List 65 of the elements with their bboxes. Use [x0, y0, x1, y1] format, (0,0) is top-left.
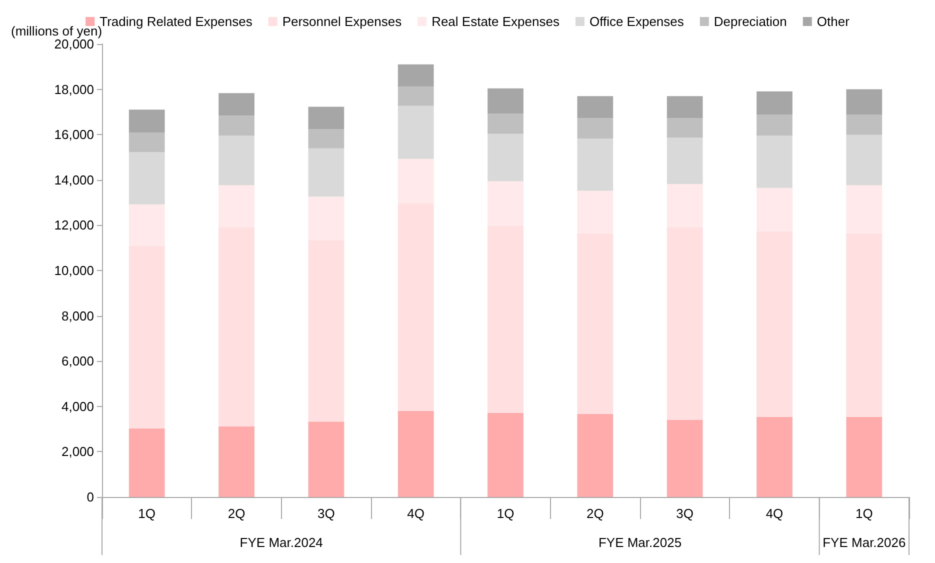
bar — [308, 148, 344, 197]
bar — [756, 136, 792, 188]
x-tick-label: 2Q — [228, 506, 246, 521]
bar — [666, 118, 703, 138]
bar — [218, 116, 254, 136]
legend-label: Real Estate Expenses — [432, 14, 560, 29]
y-tick-label: 0 — [86, 490, 94, 504]
x-tick-label: 4Q — [407, 506, 425, 521]
x-tick-label: 3Q — [676, 506, 694, 521]
bar — [398, 64, 434, 87]
x-tick-label: 2Q — [586, 506, 604, 521]
y-tick-label: 10,000 — [54, 263, 94, 278]
legend-label: Personnel Expenses — [282, 14, 402, 29]
y-tick-label: 18,000 — [54, 82, 94, 97]
bar — [218, 426, 254, 497]
text: FYE Mar.2026 — [822, 535, 906, 550]
y-tick-label: 2,000 — [61, 444, 94, 460]
y-tick-label: 4,000 — [61, 398, 94, 414]
bar — [398, 106, 434, 159]
bar — [666, 420, 703, 497]
bar — [577, 414, 614, 497]
bar — [308, 422, 344, 497]
y-tick-label: 16,000 — [54, 127, 94, 142]
bar — [756, 114, 792, 136]
legend-label: Trading Related Expenses — [100, 14, 253, 29]
x-tick-label: 4Q — [766, 506, 784, 521]
bar — [577, 138, 614, 191]
text: FYE Mar.2025 — [598, 535, 682, 550]
bar — [756, 416, 792, 497]
legend-label: Other — [816, 14, 850, 29]
bar — [488, 114, 524, 134]
bar — [846, 89, 882, 114]
y-tick-label: 6,000 — [61, 354, 94, 369]
bar — [666, 138, 703, 184]
x-tick-label: 3Q — [318, 506, 335, 521]
bar — [308, 106, 344, 129]
y-tick-label: 12,000 — [54, 218, 94, 233]
text: FYE Mar.2024 — [240, 535, 323, 550]
bar — [846, 416, 882, 497]
y-axis-title: (millions of yen) — [10, 24, 102, 39]
bar — [488, 134, 524, 182]
bar — [128, 110, 165, 133]
bar — [128, 152, 165, 204]
y-tick-label: 8,000 — [61, 308, 94, 324]
bar — [577, 96, 614, 118]
bar — [488, 88, 524, 114]
x-tick-label: 1Q — [855, 506, 873, 521]
x-tick-label: 1Q — [138, 506, 156, 521]
bar — [128, 132, 165, 152]
legend-label: Office Expenses — [589, 14, 684, 29]
bar — [308, 128, 344, 148]
x-tick-label: 1Q — [496, 506, 514, 521]
bar — [577, 118, 614, 139]
bar — [128, 428, 165, 497]
y-tick-label: 14,000 — [54, 172, 94, 188]
bar — [756, 91, 792, 114]
bar — [488, 412, 524, 497]
bar — [218, 136, 254, 186]
bar — [398, 86, 434, 106]
bar — [666, 96, 703, 118]
legend-label: Depreciation — [714, 14, 787, 29]
bar — [846, 114, 882, 135]
bar — [846, 134, 882, 186]
bar — [398, 410, 434, 497]
bar — [218, 93, 254, 116]
